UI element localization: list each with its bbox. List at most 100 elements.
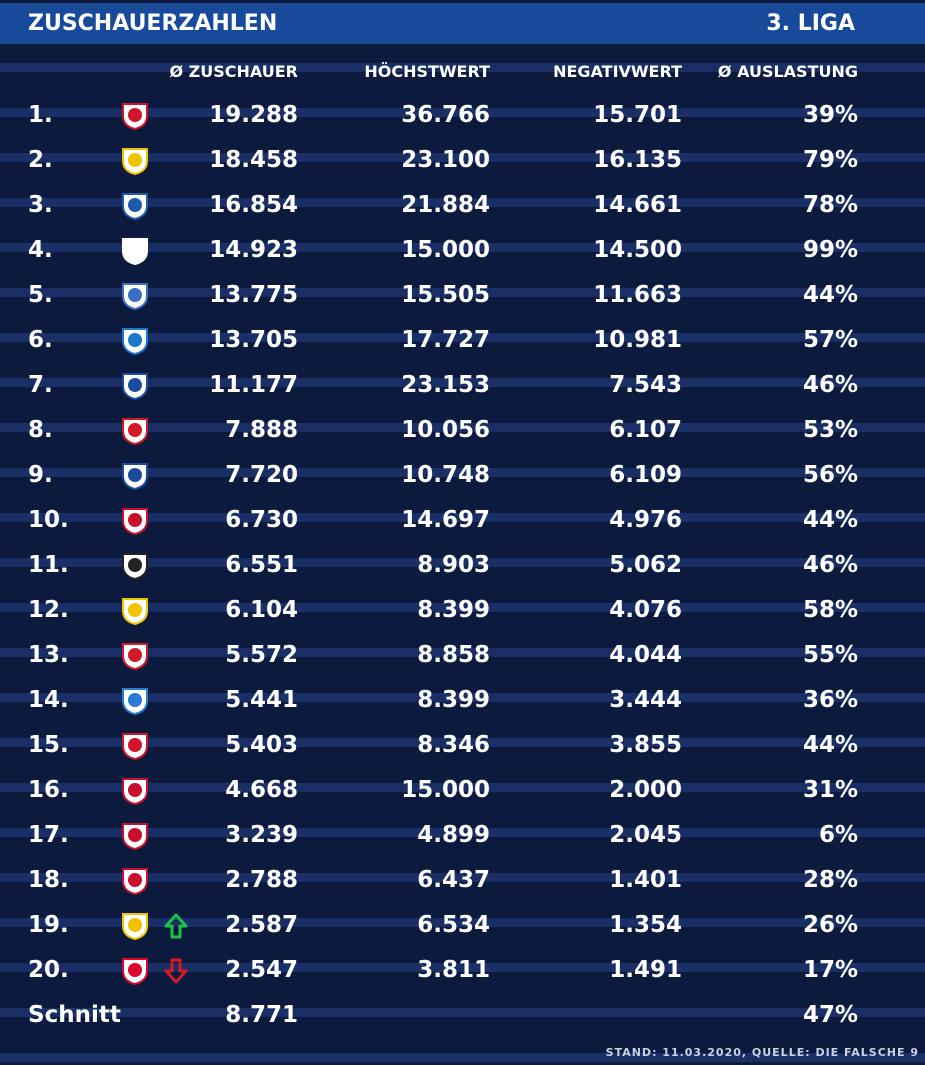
avg-cell: 2.547 — [225, 957, 298, 983]
max-cell: 6.534 — [417, 912, 490, 938]
avg-cell: 7.888 — [225, 417, 298, 443]
table-row: 10. 6.730 14.697 4.976 44% — [0, 498, 925, 543]
min-cell: 1.354 — [609, 912, 682, 938]
table-row: 4. 14.923 15.000 14.500 99% — [0, 228, 925, 273]
crest-mannheim-icon — [122, 373, 148, 401]
crest-fck-icon — [122, 103, 148, 131]
max-cell: 15.505 — [401, 282, 490, 308]
rank-cell: 2. — [28, 147, 53, 173]
header-bar: ZUSCHAUERZAHLEN 3. LIGA — [0, 7, 925, 41]
min-cell: 4.076 — [609, 597, 682, 623]
rank-cell: 18. — [28, 867, 69, 893]
util-cell: 55% — [802, 642, 858, 668]
rank-cell: 11. — [28, 552, 69, 578]
crest-rostock-icon — [122, 328, 148, 356]
avg-cell: 14.923 — [209, 237, 298, 263]
table-row: 8. 7.888 10.056 6.107 53% — [0, 408, 925, 453]
rank-cell: 13. — [28, 642, 69, 668]
min-cell: 10.981 — [593, 327, 682, 353]
crest-viktoria-icon — [122, 868, 148, 896]
max-cell: 8.903 — [417, 552, 490, 578]
avg-cell: 11.177 — [209, 372, 298, 398]
max-cell: 21.884 — [401, 192, 490, 218]
crest-meppen-icon — [122, 463, 148, 491]
min-cell: 2.000 — [609, 777, 682, 803]
rank-cell: 19. — [28, 912, 69, 938]
avg-cell: 3.239 — [225, 822, 298, 848]
max-cell: 8.399 — [417, 597, 490, 623]
max-cell: 15.000 — [401, 777, 490, 803]
table-row: 17. 3.239 4.899 2.045 6% — [0, 813, 925, 858]
avg-cell: 6.551 — [225, 552, 298, 578]
crest-halle-icon — [122, 418, 148, 446]
rank-cell: 16. — [28, 777, 69, 803]
crest-chemnitz-icon — [122, 688, 148, 716]
avg-cell: 6.730 — [225, 507, 298, 533]
crest-wuerzburg-icon — [122, 733, 148, 761]
avg-cell: 2.788 — [225, 867, 298, 893]
avg-cell: 18.458 — [209, 147, 298, 173]
table-row: 13. 5.572 8.858 4.044 55% — [0, 633, 925, 678]
table-row: 14. 5.441 8.399 3.444 36% — [0, 678, 925, 723]
column-header-util: Ø AUSLASTUNG — [717, 62, 858, 81]
max-cell: 15.000 — [401, 237, 490, 263]
util-cell: 46% — [802, 552, 858, 578]
crest-magdeburg-icon — [122, 193, 148, 221]
avg-cell: 5.572 — [225, 642, 298, 668]
crest-zwickau-icon — [122, 643, 148, 671]
util-cell: 46% — [802, 372, 858, 398]
arrow-up-icon — [164, 913, 188, 939]
summary-util: 47% — [802, 1002, 858, 1028]
table-row: 5. 13.775 15.505 11.663 44% — [0, 273, 925, 318]
column-header-min: NEGATIVWERT — [553, 62, 682, 81]
column-header-max: HÖCHSTWERT — [364, 62, 490, 81]
crest-uerdingen-icon — [122, 823, 148, 851]
rank-cell: 12. — [28, 597, 69, 623]
min-cell: 3.855 — [609, 732, 682, 758]
crest-unterhaching-icon — [122, 778, 148, 806]
rank-cell: 3. — [28, 192, 53, 218]
rank-cell: 6. — [28, 327, 53, 353]
summary-avg: 8.771 — [225, 1002, 298, 1028]
rank-cell: 14. — [28, 687, 69, 713]
rank-cell: 15. — [28, 732, 69, 758]
min-cell: 14.661 — [593, 192, 682, 218]
table-row: 1. 19.288 36.766 15.701 39% — [0, 93, 925, 138]
summary-row: Schnitt 8.771 47% — [0, 993, 925, 1038]
min-cell: 2.045 — [609, 822, 682, 848]
rank-cell: 4. — [28, 237, 53, 263]
max-cell: 8.858 — [417, 642, 490, 668]
table-row: 11. 6.551 8.903 5.062 46% — [0, 543, 925, 588]
table-row: 19. 2.587 6.534 1.354 26% — [0, 903, 925, 948]
util-cell: 78% — [802, 192, 858, 218]
min-cell: 3.444 — [609, 687, 682, 713]
min-cell: 5.062 — [609, 552, 682, 578]
rank-cell: 8. — [28, 417, 53, 443]
rank-cell: 7. — [28, 372, 53, 398]
table-row: 16. 4.668 15.000 2.000 31% — [0, 768, 925, 813]
table-row: 3. 16.854 21.884 14.661 78% — [0, 183, 925, 228]
min-cell: 16.135 — [593, 147, 682, 173]
util-cell: 56% — [802, 462, 858, 488]
util-cell: 44% — [802, 732, 858, 758]
table-row: 2. 18.458 23.100 16.135 79% — [0, 138, 925, 183]
crest-duisburg-icon — [122, 283, 148, 311]
crest-grossaspach-icon — [122, 913, 148, 941]
max-cell: 14.697 — [401, 507, 490, 533]
table-row: 7. 11.177 23.153 7.543 46% — [0, 363, 925, 408]
avg-cell: 5.441 — [225, 687, 298, 713]
crest-bayern-icon — [122, 958, 148, 986]
max-cell: 36.766 — [401, 102, 490, 128]
max-cell: 8.399 — [417, 687, 490, 713]
rank-cell: 1. — [28, 102, 53, 128]
max-cell: 23.100 — [401, 147, 490, 173]
crest-braunschweig-icon — [122, 148, 148, 176]
rank-cell: 5. — [28, 282, 53, 308]
avg-cell: 5.403 — [225, 732, 298, 758]
util-cell: 53% — [802, 417, 858, 443]
util-cell: 6% — [818, 822, 858, 848]
rank-cell: 17. — [28, 822, 69, 848]
min-cell: 4.976 — [609, 507, 682, 533]
max-cell: 4.899 — [417, 822, 490, 848]
min-cell: 14.500 — [593, 237, 682, 263]
